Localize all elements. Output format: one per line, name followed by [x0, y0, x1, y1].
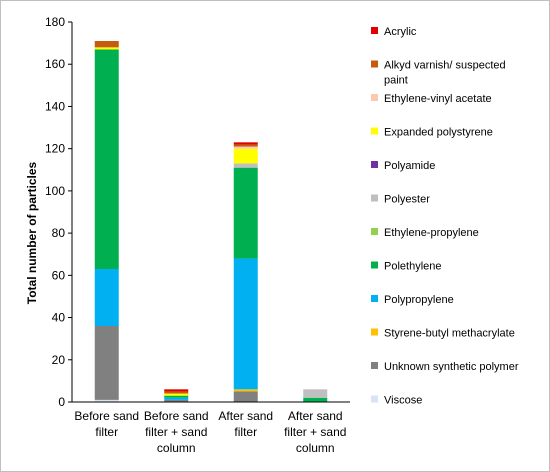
- legend-swatch: [371, 328, 378, 336]
- bar-segment: [94, 269, 119, 326]
- bar-segment: [233, 167, 258, 259]
- legend-item: Alkyd varnish/ suspected paint: [384, 60, 506, 87]
- legend-swatch: [371, 127, 378, 135]
- bar-segment: [164, 393, 189, 396]
- bar-segment: [233, 146, 258, 149]
- legend-label: Viscose: [384, 395, 422, 407]
- x-axis: Before sand filter Before sand filter + san…: [72, 401, 350, 455]
- legend-item: Ethylene-vinyl acetate: [384, 93, 492, 105]
- x-tick-label-line: After sand: [218, 409, 273, 423]
- legend-item: Expanded polystyrene: [384, 127, 493, 139]
- x-tick-label-line: column: [296, 441, 335, 455]
- y-tick-label: 40: [52, 311, 66, 325]
- x-tick-label-line: filter: [95, 425, 118, 439]
- legend-swatch: [371, 194, 378, 202]
- x-tick-label-line: After sand: [288, 409, 343, 423]
- legend-item: Ethylene-propylene: [384, 227, 479, 239]
- y-axis: 0 20 40 60 80 100 120 140 160 180: [45, 15, 73, 409]
- legend-label: Polyester: [384, 194, 430, 206]
- bar-segment: [233, 391, 258, 402]
- legend-item: Styrene-butyl methacrylate: [384, 328, 515, 340]
- legend-swatch: [371, 395, 378, 403]
- legend-label: Acrylic: [384, 26, 417, 38]
- y-tick-label: 20: [52, 353, 66, 367]
- legend-swatch: [371, 261, 378, 269]
- y-tick-label: 0: [58, 395, 65, 409]
- legend-swatch: [371, 295, 378, 302]
- bar-segment: [94, 399, 119, 402]
- legend-swatch: [371, 161, 378, 168]
- bar-segment: [233, 148, 258, 164]
- x-tick-label-line: filter: [234, 425, 257, 439]
- bar-segment: [303, 397, 328, 402]
- legend-item: Polethylene: [384, 261, 442, 273]
- x-tick-label-line: Before sand: [144, 409, 209, 423]
- legend-swatch: [371, 60, 378, 68]
- y-axis-label: Total number of particles: [25, 161, 39, 304]
- x-tick-label: Before sand filter + sand column: [144, 409, 209, 455]
- legend-label: Alkyd varnish/ suspected: [384, 60, 506, 72]
- legend-swatch: [371, 94, 378, 101]
- legend-label: Ethylene-propylene: [384, 227, 479, 239]
- legend-label: Polyamide: [384, 160, 435, 172]
- legend-swatch: [371, 362, 378, 369]
- x-tick-label-line: column: [157, 441, 196, 455]
- legend-label: Polethylene: [384, 261, 442, 273]
- legend-item: Viscose: [384, 395, 422, 407]
- legend-label: Unknown synthetic polymer: [384, 361, 519, 373]
- legend-label: Ethylene-vinyl acetate: [384, 93, 492, 105]
- legend-item: Polyamide: [384, 160, 435, 172]
- y-tick-label: 160: [45, 57, 65, 71]
- bar-segment: [94, 47, 119, 50]
- x-tick-label-line: filter + sand: [284, 425, 346, 439]
- bar-segment: [303, 389, 328, 398]
- legend-item: Polypropylene: [384, 294, 454, 306]
- bar-segment: [233, 163, 258, 168]
- y-tick-label: 80: [52, 226, 66, 240]
- bar-segment: [94, 49, 119, 269]
- y-tick-label: 100: [45, 184, 65, 198]
- x-tick-label-line: Before sand: [74, 409, 139, 423]
- y-tick-label: 60: [52, 268, 66, 282]
- bar-segment: [164, 399, 189, 402]
- y-tick-label: 120: [45, 142, 65, 156]
- legend-swatch: [371, 228, 378, 235]
- y-tick-label: 180: [45, 15, 65, 29]
- bar-segment: [94, 41, 119, 48]
- legend-item: Acrylic: [384, 26, 417, 38]
- bars: [94, 41, 328, 402]
- legend-label: Polypropylene: [384, 294, 454, 306]
- bar-segment: [233, 389, 258, 392]
- legend: Acrylic Alkyd varnish/ suspected paint Ethy…: [371, 26, 519, 407]
- bar-segment: [233, 144, 258, 147]
- y-tick-label: 140: [45, 99, 65, 113]
- bar-segment: [164, 395, 189, 398]
- bar-segment: [233, 258, 258, 390]
- legend-label: paint: [384, 75, 408, 87]
- x-tick-label: Before sand filter: [74, 409, 139, 439]
- legend-swatch: [371, 27, 378, 34]
- legend-label: Styrene-butyl methacrylate: [384, 328, 515, 340]
- x-tick-label: After sand filter: [218, 409, 273, 439]
- legend-item: Polyester: [384, 194, 430, 206]
- bar-segment: [233, 142, 258, 145]
- bar-segment: [94, 326, 119, 400]
- bar-segment: [164, 391, 189, 394]
- legend-item: Unknown synthetic polymer: [384, 361, 519, 373]
- bar-segment: [164, 397, 189, 400]
- bar-segment: [164, 389, 189, 392]
- x-tick-label-line: filter + sand: [145, 425, 207, 439]
- x-tick-label: After sand filter + sand column: [284, 409, 346, 455]
- legend-label: Expanded polystyrene: [384, 127, 493, 139]
